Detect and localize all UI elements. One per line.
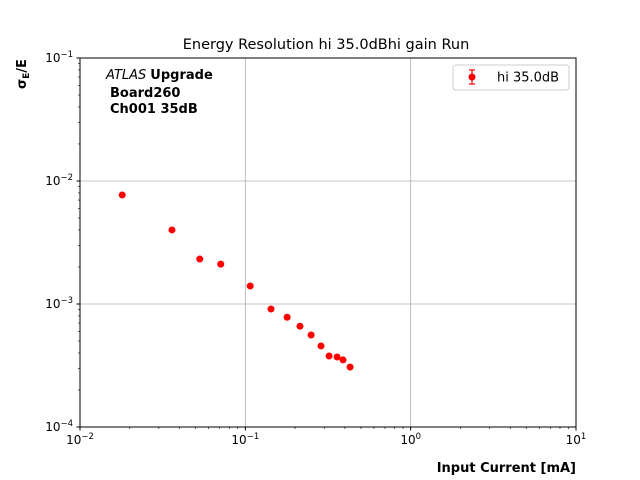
data-point xyxy=(217,260,225,268)
annotation-atlas: ATLAS xyxy=(105,68,146,83)
x-tick-label: 10−2 xyxy=(66,432,94,447)
data-point xyxy=(283,313,291,321)
y-axis-label: σE/E xyxy=(15,59,32,89)
data-point xyxy=(168,226,176,234)
legend-marker xyxy=(468,73,476,81)
data-point xyxy=(325,352,333,360)
data-point xyxy=(196,255,204,263)
x-axis-label: Input Current [mA] xyxy=(437,461,576,476)
data-point xyxy=(339,356,347,364)
y-tick-label: 10−2 xyxy=(45,173,73,188)
legend: hi 35.0dB xyxy=(452,64,570,91)
annotation-channel: Ch001 35dB xyxy=(110,102,198,117)
data-point xyxy=(333,353,341,361)
data-point xyxy=(317,342,325,350)
atlas-annotation: ATLAS Upgrade Board260 Ch001 35dB xyxy=(105,68,213,117)
annotation-board: Board260 xyxy=(110,86,180,101)
data-point xyxy=(267,305,275,313)
data-point xyxy=(118,191,126,199)
legend-box xyxy=(452,64,570,91)
x-tick-label: 101 xyxy=(566,432,587,447)
ticks: 10−2 10−1 100 101 10−4 10−3 10−2 10−1 xyxy=(45,50,586,447)
data-point xyxy=(307,331,315,339)
data-points xyxy=(118,191,354,371)
y-tick-label: 10−1 xyxy=(45,50,73,65)
legend-label: hi 35.0dB xyxy=(497,71,559,86)
data-point xyxy=(296,322,304,330)
plot-frame xyxy=(79,57,577,428)
annotation-upgrade: Upgrade xyxy=(150,68,213,83)
y-tick-label: 10−4 xyxy=(45,419,73,434)
x-tick-label: 10−1 xyxy=(231,432,259,447)
data-point xyxy=(246,282,254,290)
data-point xyxy=(346,363,354,371)
x-tick-label: 100 xyxy=(400,432,421,447)
chart-title: Energy Resolution hi 35.0dBhi gain Run xyxy=(183,37,470,53)
y-tick-label: 10−3 xyxy=(45,296,73,311)
